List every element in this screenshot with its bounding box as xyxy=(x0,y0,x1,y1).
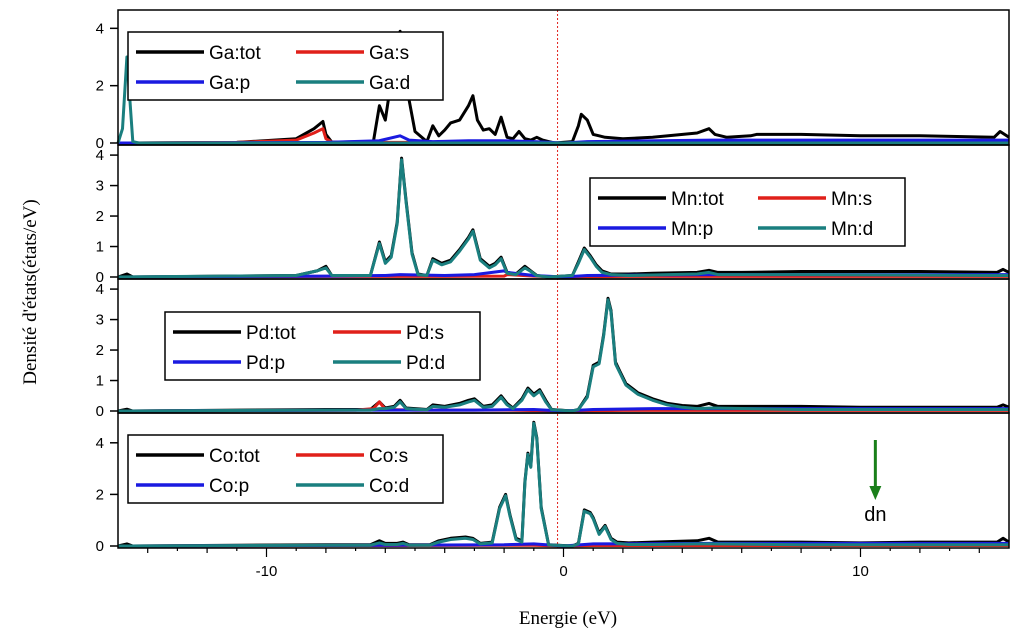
y-tick-label: 2 xyxy=(96,342,104,359)
legend-box xyxy=(589,177,906,247)
x-tick-label: 10 xyxy=(852,563,869,580)
y-tick-label: 1 xyxy=(96,239,104,256)
legend-label: Mn:tot xyxy=(671,189,725,210)
legend-label: Ga:d xyxy=(369,73,410,94)
y-tick-label: 4 xyxy=(96,435,104,452)
legend-label: Pd:s xyxy=(406,323,444,344)
y-tick-label: 0 xyxy=(96,538,104,555)
plot-area: 0 2 4 Ga:tot Ga:s Ga:p Ga:d 0 1 2 3 4 Mn:tot Mn:s Mn:p… xyxy=(96,9,1010,580)
panel-co: 0 2 4 Co:tot Co:s Co:p Co:d xyxy=(96,412,1010,555)
y-tick-label: 2 xyxy=(96,208,104,225)
legend-label: Ga:tot xyxy=(209,43,261,64)
y-tick-label: 4 xyxy=(96,20,104,37)
y-tick-label: 4 xyxy=(96,147,104,164)
series-line-mn-d xyxy=(117,158,1010,279)
legend-label: Co:s xyxy=(369,446,408,467)
y-tick-label: 4 xyxy=(96,281,104,298)
y-axis-title: Densité d'états(états/eV) xyxy=(20,199,41,384)
x-tick-label: 0 xyxy=(559,563,567,580)
legend-label: Mn:s xyxy=(831,189,872,210)
legend-label: Ga:s xyxy=(369,43,409,64)
legend-label: Co:tot xyxy=(209,446,260,467)
y-tick-label: 2 xyxy=(96,486,104,503)
legend-box xyxy=(127,31,444,101)
legend-label: Ga:p xyxy=(209,73,250,94)
x-axis-title: Energie (eV) xyxy=(519,608,617,629)
y-tick-label: 1 xyxy=(96,373,104,390)
legend-box xyxy=(164,311,481,381)
x-tick-label: -10 xyxy=(256,563,278,580)
annotation-label: dn xyxy=(864,504,886,526)
legend-label: Mn:d xyxy=(831,219,873,240)
panel-mn: 0 1 2 3 4 Mn:tot Mn:s Mn:p Mn:d xyxy=(96,144,1010,286)
series-line-co-d xyxy=(117,421,1009,548)
series-line-mn-p xyxy=(117,269,1009,279)
legend-box xyxy=(127,434,444,504)
legend-label: Pd:tot xyxy=(246,323,296,344)
legend-label: Pd:p xyxy=(246,353,285,374)
panel-ga: 0 2 4 Ga:tot Ga:s Ga:p Ga:d xyxy=(96,9,1010,152)
legend-label: Mn:p xyxy=(671,219,713,240)
legend-label: Pd:d xyxy=(406,353,445,374)
y-tick-label: 0 xyxy=(96,135,104,152)
y-tick-label: 3 xyxy=(96,178,104,195)
y-tick-label: 0 xyxy=(96,269,104,286)
legend-label: Co:p xyxy=(209,476,249,497)
y-tick-label: 2 xyxy=(96,78,104,95)
y-tick-label: 0 xyxy=(96,403,104,420)
series-line-pd-d xyxy=(117,298,1009,413)
annotation-arrow-head xyxy=(869,486,882,500)
y-tick-label: 3 xyxy=(96,312,104,329)
panel-pd: 0 1 2 3 4 Pd:tot Pd:s Pd:p Pd:d xyxy=(96,278,1010,420)
legend-label: Co:d xyxy=(369,476,409,497)
